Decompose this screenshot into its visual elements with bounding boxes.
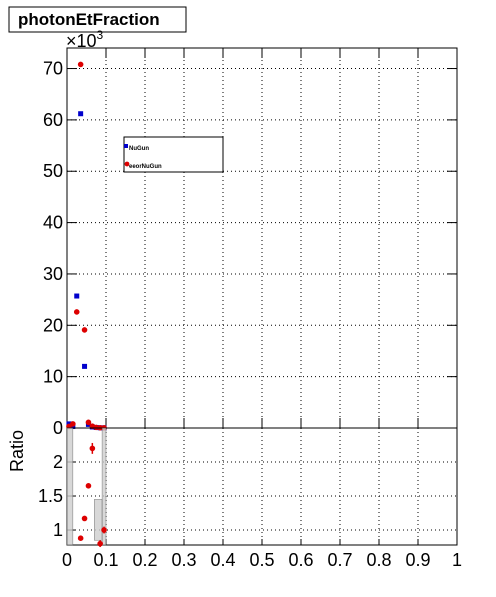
ratio-point (89, 445, 96, 452)
x-tick-label: 1 (452, 550, 462, 570)
legend-label-nugun: NuGun (129, 146, 149, 152)
eeornugun-point (81, 327, 88, 333)
eeornugun-point (70, 421, 76, 427)
title-box: photonEtFraction (8, 6, 187, 33)
uncertainty-band (66, 427, 74, 546)
y-tick-label: 60 (43, 110, 63, 130)
ratio-plot-area: 0 0.1 0.2 0.3 0.4 0.5 0.6 0.7 0.8 0.9 1 1 1.5 2 (38, 427, 462, 570)
nugun-point (78, 111, 84, 117)
y-tick-label: 0 (53, 418, 63, 438)
eeornugun-point (85, 419, 92, 426)
y-tick-label: 50 (43, 161, 63, 181)
nugun-point (74, 293, 80, 299)
x-tick-label: 0.2 (132, 550, 157, 570)
x-tick-label: 0.8 (366, 550, 391, 570)
ratio-y-tick-label: 2 (53, 452, 63, 472)
ratio-axis-label: Ratio (7, 430, 27, 472)
ratio-point (97, 540, 103, 547)
legend-marker-eeornugun (124, 161, 130, 167)
y-tick-label: 10 (43, 367, 63, 387)
ratio-point (81, 515, 88, 522)
y-tick-label: 40 (43, 213, 63, 233)
legend-label-eeornugun: eeorNuGun (129, 164, 162, 170)
y-tick-label: 20 (43, 315, 63, 335)
uncertainty-band (94, 499, 103, 541)
legend: NuGun eeorNuGun (123, 136, 224, 173)
x-tick-label: 0.5 (249, 550, 274, 570)
x-tick-label: 0.6 (288, 550, 313, 570)
y-tick-label: 30 (43, 264, 63, 284)
legend-marker-nugun (124, 144, 128, 148)
x-tick-label: 0.4 (210, 550, 235, 570)
y-tick-label: 70 (43, 59, 63, 79)
eeornugun-point (77, 61, 84, 68)
legend-box (123, 136, 224, 173)
ratio-y-tick-label: 1.5 (38, 486, 63, 506)
x-tick-label: 0.1 (93, 550, 118, 570)
nugun-point (82, 363, 88, 369)
chart-title: photonEtFraction (18, 10, 160, 29)
main-plot-area: 0 10 20 30 40 50 60 70 (43, 47, 458, 438)
uncertainty-band (101, 427, 107, 546)
ratio-point (85, 483, 92, 489)
y-multiplier: ×103 (66, 28, 104, 51)
ratio-frame (66, 427, 458, 546)
x-tick-label: 0.3 (171, 550, 196, 570)
ratio-point (101, 527, 107, 533)
x-tick-label: 0.7 (327, 550, 352, 570)
x-tick-label: 0 (62, 550, 72, 570)
eeornugun-point (73, 309, 80, 315)
ratio-y-tick-label: 1 (53, 520, 63, 540)
x-tick-label: 0.9 (405, 550, 430, 570)
ratio-point (77, 535, 84, 541)
